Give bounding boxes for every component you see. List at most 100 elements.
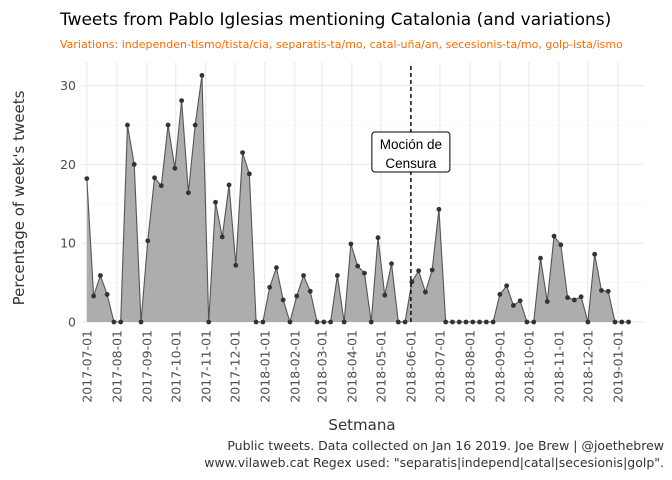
data-point [612, 319, 618, 325]
data-point [483, 319, 489, 325]
data-point [368, 319, 374, 325]
y-tick-label: 20 [60, 157, 76, 172]
data-point [531, 319, 537, 325]
data-point [402, 319, 408, 325]
data-point [626, 319, 631, 325]
data-point [497, 292, 503, 297]
data-point [571, 297, 577, 303]
chart-title: Tweets from Pablo Iglesias mentioning Ca… [59, 10, 611, 30]
data-point [470, 319, 476, 325]
x-tick-label: 2018-12-01 [580, 330, 595, 403]
chart-subtitle: Variations: independen-tismo/tista/cia, … [60, 38, 623, 51]
x-tick-label: 2017-09-01 [139, 330, 154, 403]
data-point [450, 319, 455, 325]
data-point [538, 255, 543, 261]
x-tick-label: 2018-03-01 [314, 330, 329, 403]
data-point [341, 319, 347, 325]
x-tick-label: 2017-12-01 [227, 330, 242, 403]
x-tick-label: 2017-08-01 [109, 330, 124, 403]
data-point [111, 319, 117, 325]
data-point [233, 262, 239, 268]
y-tick-label: 10 [60, 236, 76, 251]
x-tick-label: 2018-08-01 [462, 330, 477, 403]
data-point [287, 319, 293, 325]
data-point [240, 150, 245, 156]
data-point [152, 175, 157, 181]
data-point [558, 242, 564, 248]
data-point [274, 265, 279, 271]
x-tick-label: 2018-07-01 [432, 330, 447, 403]
data-point [416, 268, 422, 274]
data-point [578, 294, 584, 300]
data-point [362, 270, 367, 276]
data-point [599, 288, 604, 293]
annotation-label: Moción de [380, 137, 442, 152]
x-tick-label: 2017-10-01 [168, 330, 183, 403]
x-tick-label: 2017-07-01 [79, 330, 94, 403]
data-point [84, 176, 90, 182]
data-point [280, 297, 286, 303]
data-point [409, 279, 415, 285]
annotation-box [371, 131, 451, 173]
data-point [605, 288, 611, 294]
y-axis-title: Percentage of week's tweets [10, 90, 28, 305]
x-tick-label: 2018-01-01 [257, 330, 272, 403]
data-point [179, 98, 185, 104]
data-point [619, 319, 625, 325]
y-tick-label: 30 [60, 78, 76, 93]
x-tick-label: 2018-10-01 [521, 330, 536, 403]
data-point [395, 319, 401, 325]
data-point [544, 299, 550, 304]
data-point [565, 295, 570, 300]
data-point [145, 238, 151, 244]
data-point [213, 199, 218, 205]
data-point [226, 182, 232, 188]
data-point [314, 319, 320, 325]
x-tick-label: 2018-06-01 [403, 330, 418, 403]
x-tick-label: 2018-05-01 [373, 330, 388, 403]
data-point [260, 319, 266, 325]
data-point [382, 292, 388, 298]
data-point [375, 235, 381, 241]
data-point [131, 162, 137, 167]
data-point [321, 319, 327, 325]
data-point [456, 319, 462, 325]
area-fill [86, 75, 629, 322]
data-point [104, 292, 110, 297]
x-tick-label: 2017-11-01 [198, 330, 213, 403]
x-axis-title: Setmana [328, 416, 395, 434]
data-point [511, 303, 516, 308]
data-point [443, 319, 449, 325]
data-point [463, 319, 469, 325]
data-point [219, 234, 225, 240]
x-tick-label: 2019-01-01 [610, 330, 625, 403]
data-point [328, 319, 333, 325]
annotation-label: Censura [385, 156, 437, 171]
data-point [206, 319, 212, 325]
data-point [517, 298, 523, 304]
data-point [348, 241, 354, 247]
x-axis-ticks: 2017-07-01 2017-08-01 2017-09-01 2017-10-01… [79, 330, 625, 403]
data-point [172, 165, 178, 171]
caption-line-1: Public tweets. Data collected on Jan 16 … [227, 438, 664, 453]
caption-line-2: www.vilaweb.cat Regex used: "separatis|i… [204, 455, 664, 470]
data-point [253, 319, 259, 325]
data-point [592, 251, 598, 257]
data-point [267, 284, 273, 290]
data-point [192, 122, 198, 128]
data-point [524, 319, 530, 325]
x-tick-label: 2018-11-01 [551, 330, 566, 403]
data-point [429, 267, 435, 273]
data-point [294, 293, 300, 299]
data-point [118, 319, 124, 325]
data-point [585, 319, 591, 325]
data-point [355, 263, 361, 269]
x-tick-label: 2018-02-01 [287, 330, 302, 403]
moction-annotation: Moción de Censura [371, 66, 451, 322]
data-point [199, 72, 205, 78]
data-point [186, 190, 191, 196]
data-point [91, 293, 97, 299]
data-point [97, 273, 103, 278]
data-point [334, 273, 340, 278]
